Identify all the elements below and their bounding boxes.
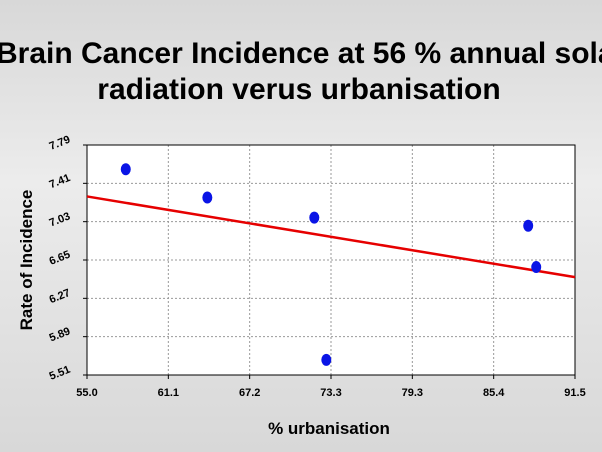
data-point bbox=[321, 353, 332, 366]
y-tick-label: 6.65 bbox=[48, 249, 72, 268]
x-tick-label: 67.2 bbox=[239, 387, 260, 399]
x-axis-label: % urbanisation bbox=[268, 419, 390, 438]
data-point bbox=[523, 219, 534, 232]
x-tick-label: 85.4 bbox=[483, 387, 505, 399]
data-point bbox=[531, 261, 542, 274]
y-tick-label: 7.79 bbox=[48, 134, 72, 153]
trendline bbox=[86, 195, 576, 279]
x-tick-label: 55.0 bbox=[76, 387, 97, 399]
y-tick-label: 6.27 bbox=[48, 287, 72, 306]
x-tick-label: 91.5 bbox=[564, 387, 585, 399]
y-axis-label: Rate of Incidence bbox=[17, 190, 36, 331]
y-tick-label: 5.89 bbox=[48, 325, 72, 344]
x-ticks: 55.0 61.1 67.2 73.3 79.3 85.4 91.5 bbox=[76, 375, 586, 399]
data-point bbox=[202, 191, 213, 204]
grid bbox=[87, 145, 575, 375]
data-points bbox=[120, 163, 542, 366]
data-point bbox=[309, 211, 320, 224]
y-tick-label: 5.51 bbox=[48, 364, 72, 383]
chart-title-line-2: radiation verus urbanisation bbox=[97, 73, 501, 106]
data-point bbox=[120, 163, 131, 176]
y-ticks: 5.51 5.89 6.27 6.65 7.03 7.41 7.79 bbox=[48, 134, 87, 383]
y-tick-label: 7.41 bbox=[48, 172, 72, 191]
x-tick-label: 79.3 bbox=[402, 387, 423, 399]
y-tick-label: 7.03 bbox=[48, 210, 72, 229]
x-tick-label: 73.3 bbox=[320, 387, 341, 399]
x-tick-label: 61.1 bbox=[158, 387, 179, 399]
chart-title-line-1: Brain Cancer Incidence at 56 % annual so… bbox=[0, 37, 602, 70]
